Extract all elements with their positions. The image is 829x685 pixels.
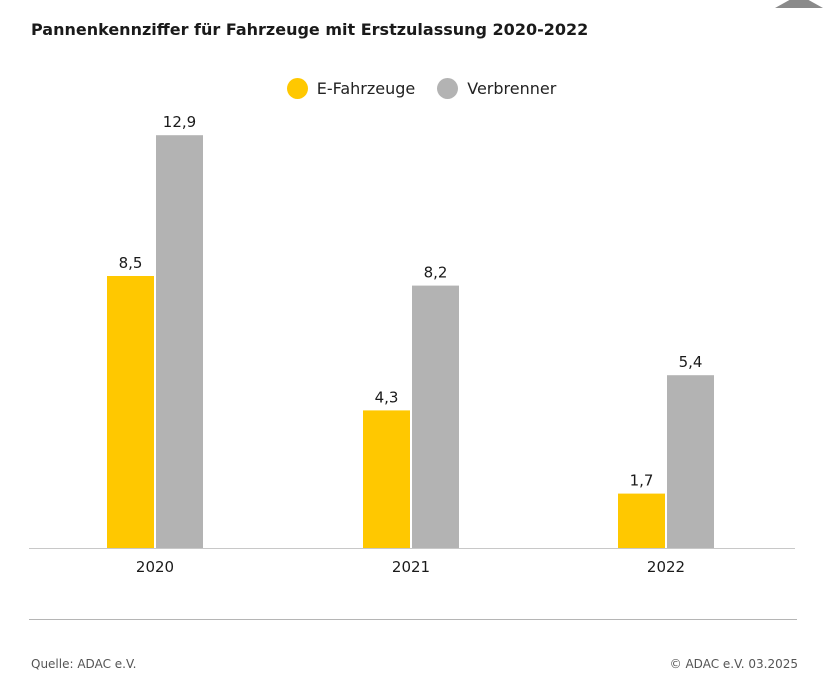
- data-label-e-fahrzeuge-2022: 1,7: [630, 472, 654, 490]
- x-tick-label-2021: 2021: [392, 558, 430, 576]
- corner-tab-icon[interactable]: [775, 0, 823, 8]
- bar-e-fahrzeuge-2022: [618, 493, 665, 548]
- bar-verbrenner-2022: [667, 375, 714, 548]
- bar-verbrenner-2021: [412, 285, 459, 548]
- legend-item-e-fahrzeuge: E-Fahrzeuge: [286, 78, 416, 99]
- copyright-note: © ADAC e.V. 03.2025: [669, 657, 798, 671]
- data-label-verbrenner-2020: 12,9: [163, 113, 196, 131]
- chart-title: Pannenkennziffer für Fahrzeuge mit Erstz…: [31, 20, 589, 39]
- data-label-e-fahrzeuge-2021: 4,3: [375, 388, 399, 406]
- legend-swatch-verbrenner: [437, 78, 459, 99]
- legend-label-verbrenner: Verbrenner: [467, 79, 557, 98]
- x-tick-label-2020: 2020: [136, 558, 174, 576]
- footer-divider: [29, 619, 797, 620]
- legend: E-Fahrzeuge Verbrenner: [0, 78, 829, 99]
- data-label-e-fahrzeuge-2020: 8,5: [119, 254, 143, 272]
- x-tick-label-2022: 2022: [647, 558, 685, 576]
- data-label-verbrenner-2022: 5,4: [679, 353, 703, 371]
- bar-verbrenner-2020: [156, 135, 203, 548]
- legend-label-e-fahrzeuge: E-Fahrzeuge: [316, 79, 416, 98]
- legend-swatch-e-fahrzeuge: [286, 78, 308, 99]
- legend-item-verbrenner: Verbrenner: [437, 78, 556, 99]
- source-note: Quelle: ADAC e.V.: [31, 657, 137, 671]
- bar-e-fahrzeuge-2020: [107, 276, 154, 548]
- data-label-verbrenner-2021: 8,2: [424, 264, 448, 282]
- bar-e-fahrzeuge-2021: [363, 410, 410, 548]
